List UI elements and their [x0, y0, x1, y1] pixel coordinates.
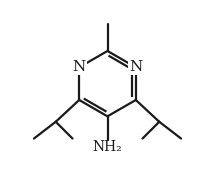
Text: NH₂: NH₂ — [93, 140, 122, 154]
Text: N: N — [73, 60, 86, 74]
Text: N: N — [129, 60, 142, 74]
